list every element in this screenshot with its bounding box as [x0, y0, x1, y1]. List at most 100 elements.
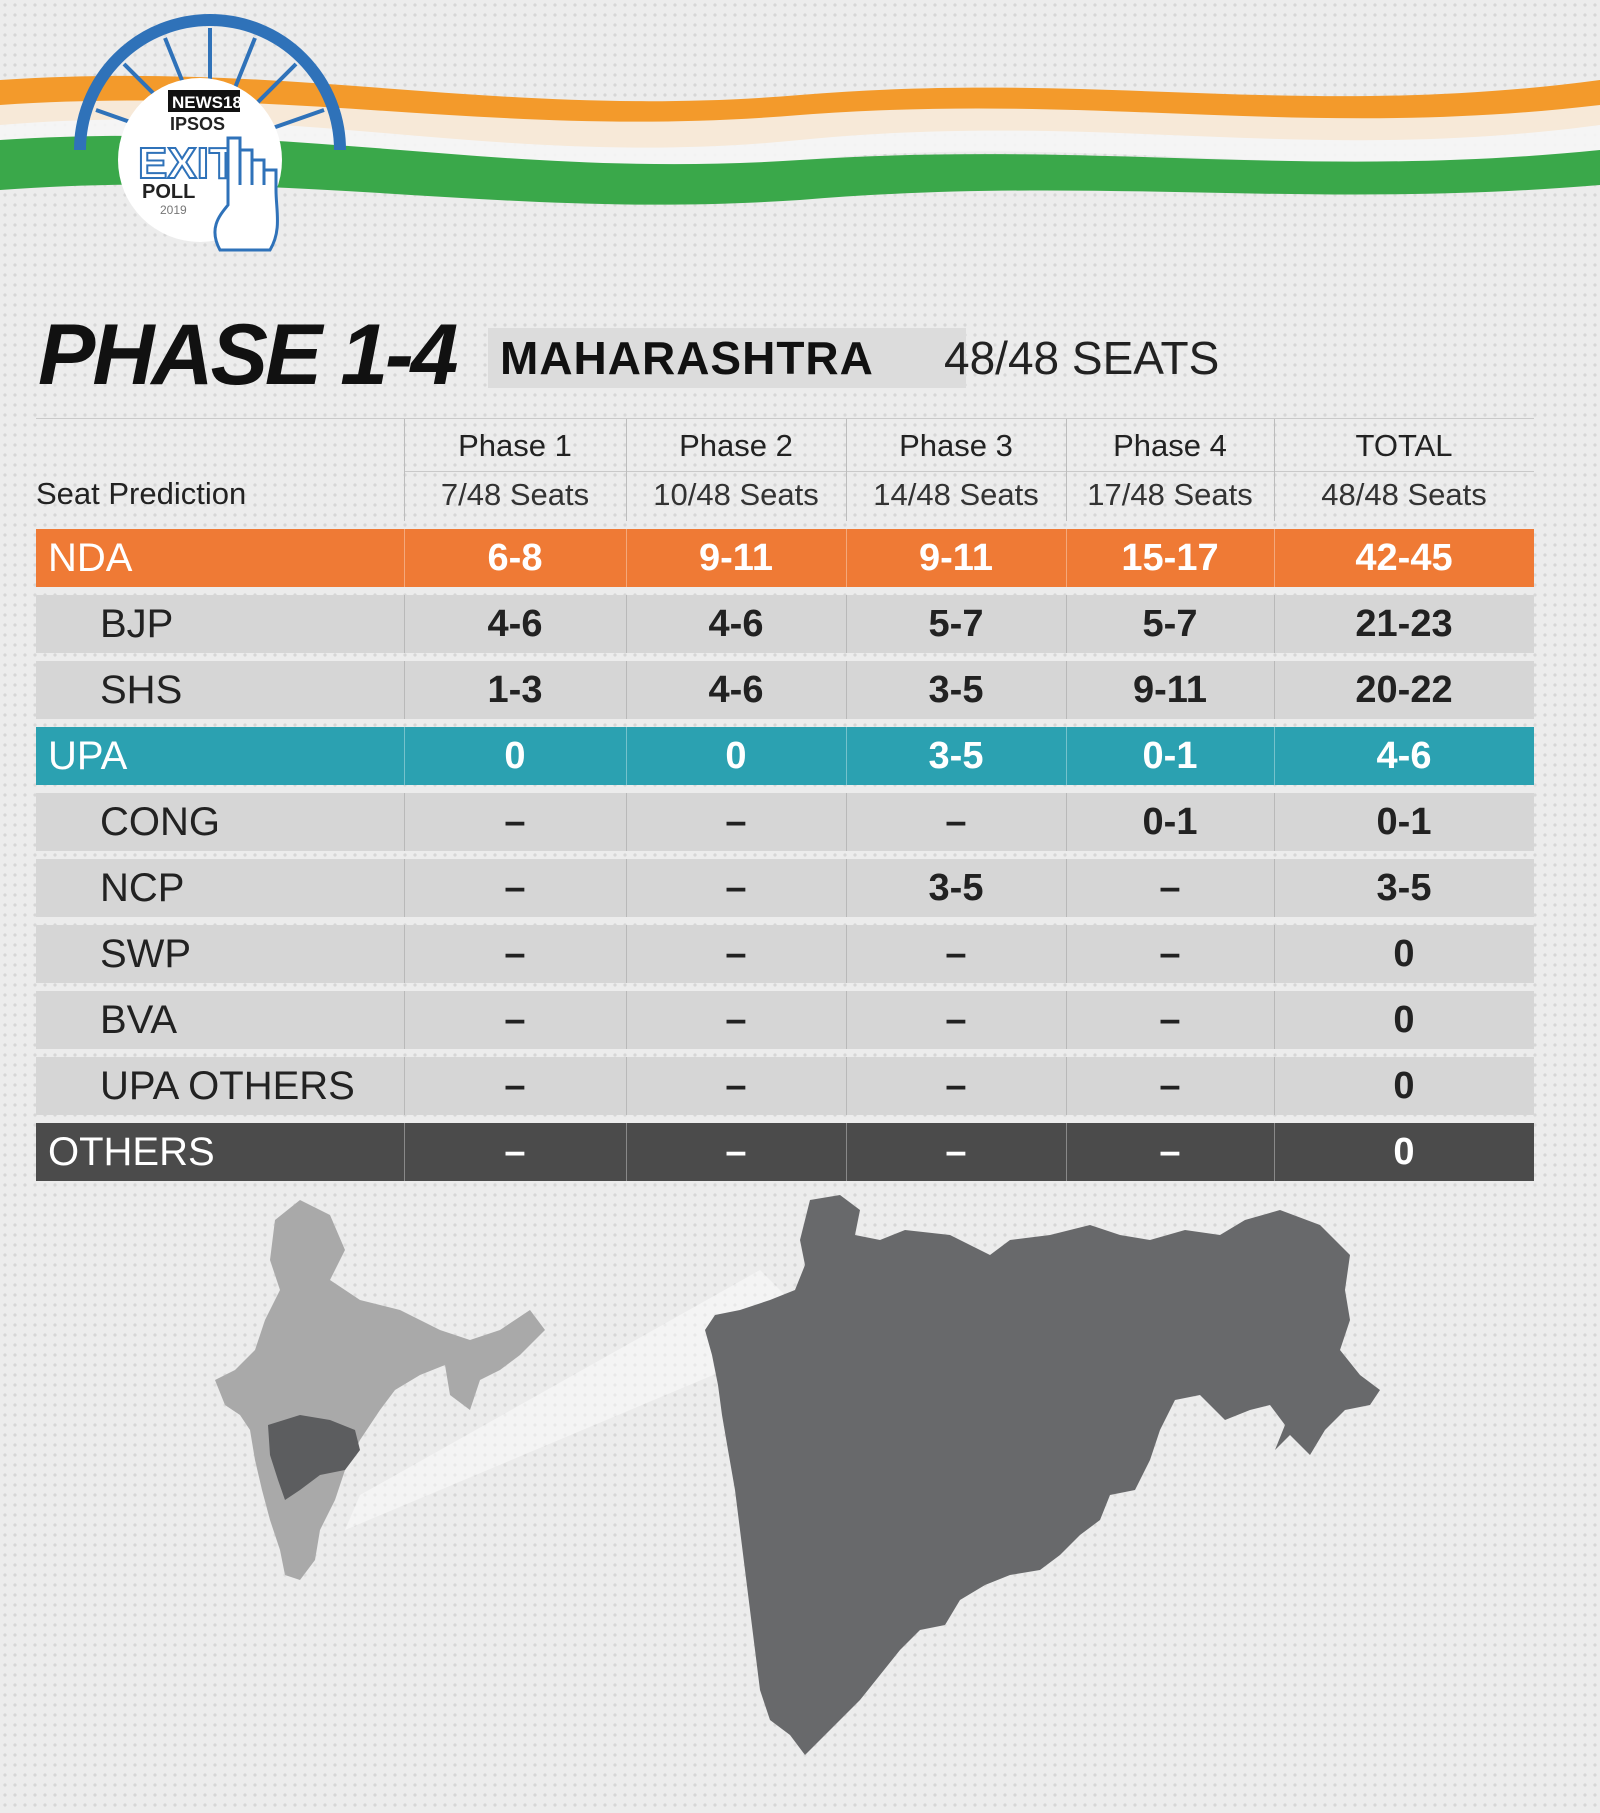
cell-divider: [846, 859, 847, 917]
cell-divider: [846, 925, 847, 983]
seat-value: –: [725, 867, 747, 909]
seat-summary: 48/48 SEATS: [944, 332, 1220, 384]
seat-value: –: [725, 1065, 747, 1107]
column-header-phase-1: Phase 1 7/48 Seats: [404, 419, 626, 521]
party-name: BVA: [100, 998, 178, 1042]
cell-divider: [846, 991, 847, 1049]
table-body: NDA 6-8 9-11 9-11 15-17 42-45 BJP 4-6 4-6 5-7 5-7 2…: [36, 529, 1534, 1181]
party-name: NCP: [100, 866, 185, 910]
seat-value: 0: [1393, 999, 1415, 1041]
seat-value: 4-6: [708, 603, 764, 645]
cell-divider: [404, 529, 405, 587]
cell-divider: [1066, 595, 1067, 653]
seat-value: 20-22: [1355, 669, 1453, 711]
table-row-swp: SWP – – – – 0: [36, 925, 1534, 983]
column-divider: [626, 419, 627, 521]
cell-divider: [846, 661, 847, 719]
cell-divider: [1274, 661, 1275, 719]
seat-value: –: [945, 1065, 967, 1107]
cell-divider: [404, 991, 405, 1049]
seat-value: –: [725, 933, 747, 975]
cell-divider: [1066, 991, 1067, 1049]
state-box: MAHARASHTRA: [488, 328, 966, 388]
cell-divider: [846, 1123, 847, 1181]
column-header-phase-4: Phase 4 17/48 Seats: [1066, 419, 1274, 521]
cell-divider: [404, 925, 405, 983]
cell-divider: [626, 859, 627, 917]
seat-prediction-label: Seat Prediction: [36, 476, 247, 511]
cell-divider: [1066, 859, 1067, 917]
cell-divider: [626, 925, 627, 983]
party-name: UPA OTHERS: [100, 1064, 355, 1108]
table-row-cong: CONG – – – 0-1 0-1: [36, 793, 1534, 851]
cell-divider: [1274, 595, 1275, 653]
cell-divider: [1274, 1123, 1275, 1181]
seat-value: –: [504, 801, 526, 843]
cell-divider: [626, 793, 627, 851]
cell-divider: [404, 727, 405, 785]
tricolour-banner: [0, 75, 1600, 205]
seat-value: –: [1159, 933, 1181, 975]
seat-value: 9-11: [1133, 669, 1207, 711]
seat-prediction-table: Seat Prediction Phase 1 7/48 Seats Phase…: [36, 418, 1534, 1181]
seat-value: –: [1159, 1131, 1181, 1173]
table-row-upa: UPA 0 0 3-5 0-1 4-6: [36, 727, 1534, 785]
maharashtra-map: [705, 1195, 1380, 1755]
seat-value: –: [504, 1065, 526, 1107]
seat-value: –: [725, 801, 747, 843]
seat-value: 4-6: [1376, 735, 1432, 777]
column-title: Phase 1: [458, 428, 572, 463]
cell-divider: [1274, 793, 1275, 851]
party-name: OTHERS: [48, 1130, 215, 1174]
column-divider: [404, 419, 405, 521]
table-row-bjp: BJP 4-6 4-6 5-7 5-7 21-23: [36, 595, 1534, 653]
cell-divider: [404, 859, 405, 917]
seat-value: –: [725, 1131, 747, 1173]
column-seats: 7/48 Seats: [404, 471, 626, 518]
party-name: SWP: [100, 932, 192, 976]
party-name: CONG: [100, 800, 220, 844]
seat-value: –: [1159, 1065, 1181, 1107]
maps-illustration: [215, 1195, 1380, 1755]
cell-divider: [626, 991, 627, 1049]
exit-poll-logo: NEWS18 IPSOS EXIT POLL 2019: [74, 14, 346, 252]
seat-value: –: [1159, 867, 1181, 909]
cell-divider: [1274, 991, 1275, 1049]
seat-value: –: [945, 999, 967, 1041]
column-divider: [1066, 419, 1067, 521]
seat-value: 3-5: [928, 669, 984, 711]
seat-value: 0-1: [1142, 735, 1198, 777]
cell-divider: [404, 661, 405, 719]
cell-divider: [1274, 859, 1275, 917]
table-row-shs: SHS 1-3 4-6 3-5 9-11 20-22: [36, 661, 1534, 719]
cell-divider: [626, 1123, 627, 1181]
cell-divider: [626, 595, 627, 653]
column-seats: 14/48 Seats: [846, 471, 1066, 518]
seat-value: 3-5: [928, 735, 984, 777]
cell-divider: [404, 1057, 405, 1115]
phase-title: PHASE 1-4: [38, 307, 458, 403]
table-row-upa-others: UPA OTHERS – – – – 0: [36, 1057, 1534, 1115]
column-seats: 48/48 Seats: [1274, 471, 1534, 518]
state-name: MAHARASHTRA: [500, 332, 874, 384]
table-row-ncp: NCP – – 3-5 – 3-5: [36, 859, 1534, 917]
seat-value: –: [1159, 999, 1181, 1041]
finger-vote-icon: [213, 136, 279, 252]
seat-value: 0-1: [1376, 801, 1432, 843]
seat-value: 4-6: [708, 669, 764, 711]
seat-value: –: [504, 933, 526, 975]
seat-value: 5-7: [928, 603, 984, 645]
cell-divider: [1274, 727, 1275, 785]
seat-value: 5-7: [1142, 603, 1198, 645]
cell-divider: [846, 727, 847, 785]
cell-divider: [1066, 529, 1067, 587]
seat-value: –: [504, 999, 526, 1041]
table-row-nda: NDA 6-8 9-11 9-11 15-17 42-45: [36, 529, 1534, 587]
india-map: [215, 1200, 545, 1580]
table-row-bva: BVA – – – – 0: [36, 991, 1534, 1049]
seat-value: 3-5: [928, 867, 984, 909]
cell-divider: [1274, 925, 1275, 983]
column-header-total: TOTAL 48/48 Seats: [1274, 419, 1534, 521]
logo-exit: EXIT: [138, 139, 236, 188]
table-row-others: OTHERS – – – – 0: [36, 1123, 1534, 1181]
